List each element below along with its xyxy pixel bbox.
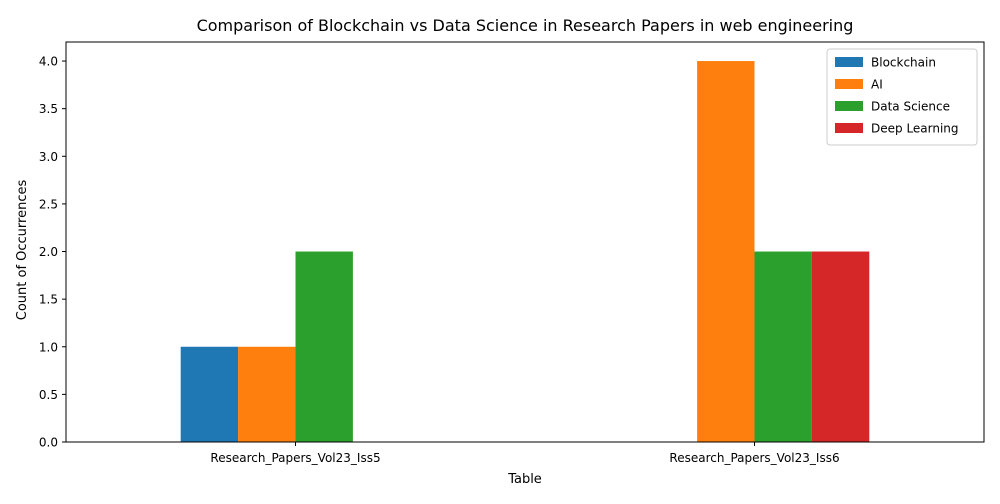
- x-tick-label: Research_Papers_Vol23_Iss5: [210, 451, 380, 465]
- y-tick-label: 3.5: [39, 102, 58, 116]
- y-tick-label: 2.5: [39, 197, 58, 211]
- x-axis-label: Table: [507, 472, 542, 487]
- legend-box: [826, 48, 978, 146]
- legend-swatch-ai: [835, 79, 863, 89]
- legend-swatch-data-science: [835, 101, 863, 111]
- legend-label: Deep Learning: [871, 122, 959, 136]
- y-tick-label: 1.5: [39, 293, 58, 307]
- plot-frame: [65, 41, 985, 443]
- y-axis: 0.0 0.5 1.0 1.5 2.0 2.5 3.0 3.5 4.0: [39, 55, 66, 450]
- y-tick-label: 3.0: [39, 150, 58, 164]
- bar-deep-learning-2: [811, 251, 870, 442]
- y-tick-label: 2.0: [39, 245, 58, 259]
- x-tick-label: Research_Papers_Vol23_Iss6: [669, 451, 839, 465]
- bar-data-science-2: [754, 251, 812, 442]
- x-axis: Research_Papers_Vol23_Iss5 Research_Paper…: [210, 442, 840, 465]
- legend-label: Blockchain: [871, 56, 936, 70]
- legend-label: Data Science: [871, 100, 950, 114]
- legend-swatch-blockchain: [835, 57, 863, 67]
- legend-swatch-deep-learning: [835, 123, 863, 133]
- legend: Blockchain AI Data Science Deep Learning: [826, 48, 978, 146]
- bar-blockchain-1: [180, 346, 239, 442]
- y-tick-label: 0.5: [39, 388, 58, 402]
- bars-group: [180, 61, 870, 443]
- chart-title: Comparison of Blockchain vs Data Science…: [197, 16, 854, 35]
- y-tick-label: 4.0: [39, 55, 58, 69]
- y-tick-label: 1.0: [39, 340, 58, 354]
- bar-ai-1: [238, 346, 296, 442]
- legend-label: AI: [871, 78, 883, 92]
- y-axis-label: Count of Occurrences: [15, 180, 30, 321]
- bar-data-science-1: [295, 251, 353, 442]
- y-tick-label: 0.0: [39, 436, 58, 450]
- bar-ai-2: [697, 61, 755, 443]
